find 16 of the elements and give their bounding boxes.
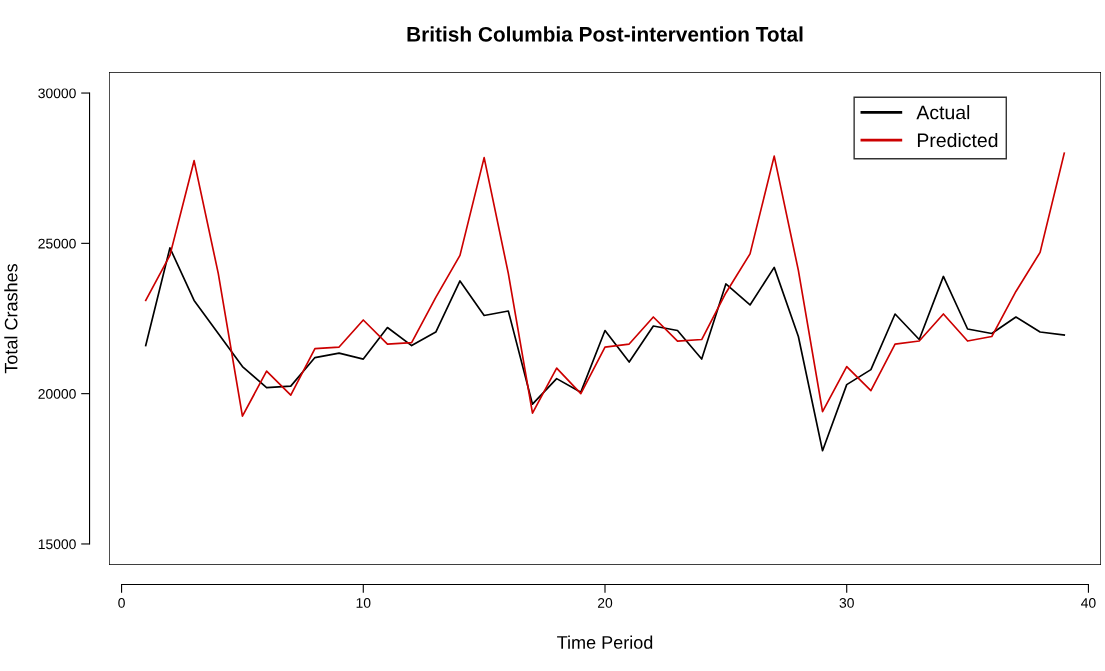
x-tick-label: 20: [597, 598, 613, 608]
y-tick-label: 15000: [38, 539, 76, 550]
y-axis-title: Total Crashes: [4, 263, 18, 374]
legend-label: Predicted: [917, 132, 998, 148]
line-series: [144, 152, 1066, 418]
x-tick-label: 30: [839, 598, 854, 608]
y-tick-label: 25000: [38, 238, 76, 249]
y-tick-label: 20000: [38, 388, 76, 399]
line-series: [144, 247, 1066, 452]
x-tick-label: 10: [356, 598, 371, 608]
x-tick-label: 0: [118, 598, 125, 608]
legend-label: Actual: [916, 105, 970, 120]
y-tick-label: 30000: [38, 88, 76, 99]
chart-title: British Columbia Post-intervention Total: [407, 26, 803, 42]
x-tick-label: 40: [1081, 598, 1096, 608]
x-axis-title: Time Period: [557, 635, 653, 649]
